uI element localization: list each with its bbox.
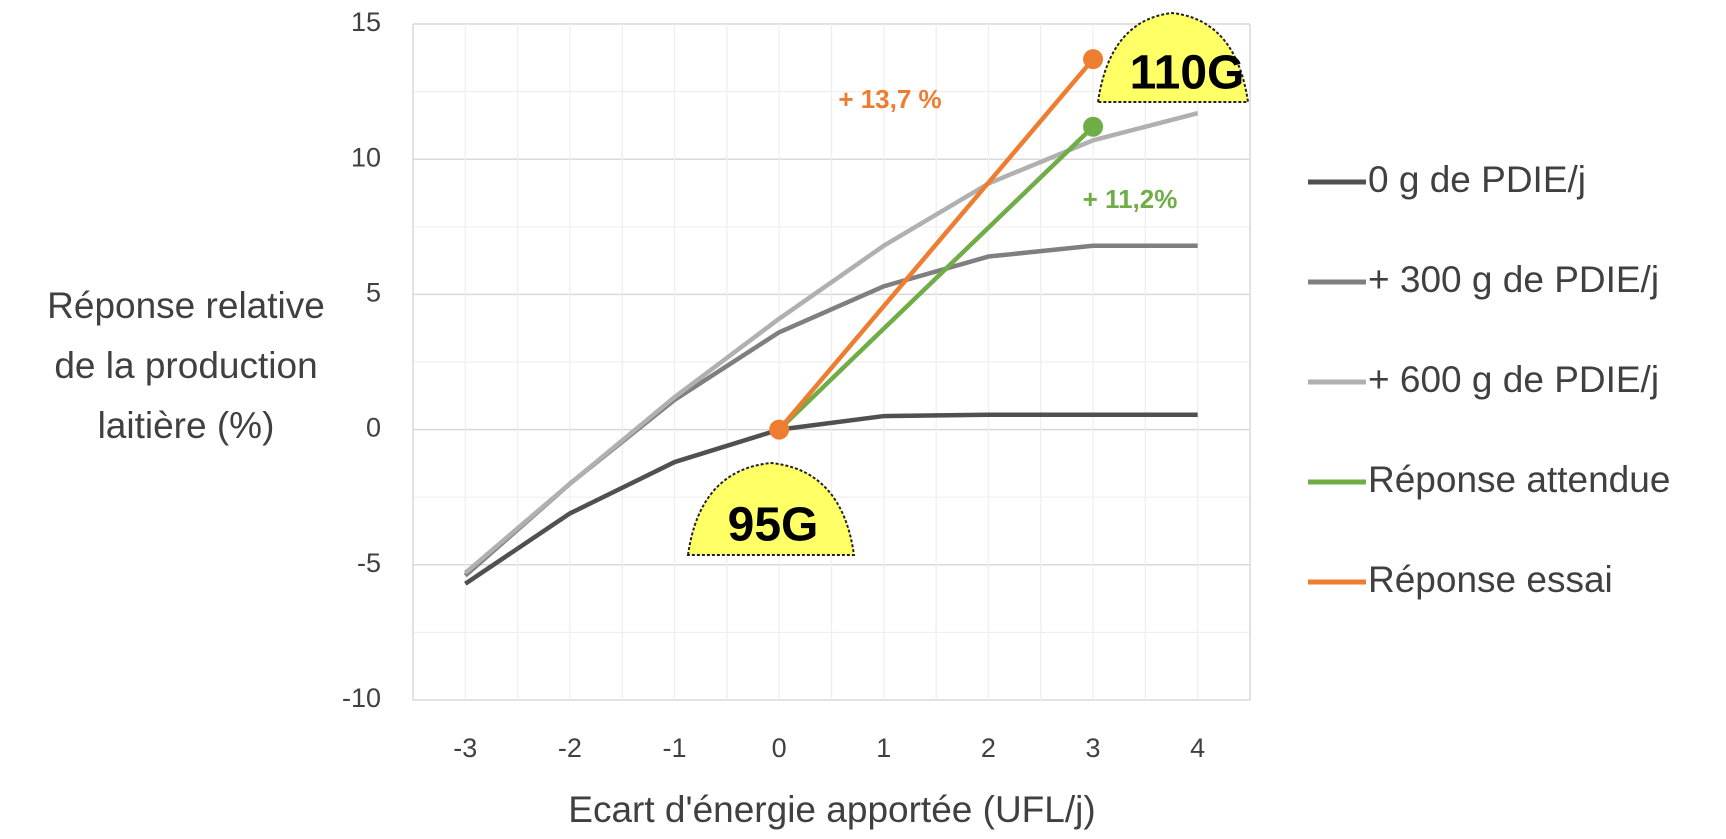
legend-label: 0 g de PDIE/j xyxy=(1368,159,1586,200)
x-tick-label: -3 xyxy=(453,733,477,763)
x-tick-label: 2 xyxy=(981,733,996,763)
y-tick-label: 5 xyxy=(366,278,381,308)
x-tick-label: 4 xyxy=(1190,733,1205,763)
x-tick-label: 3 xyxy=(1086,733,1101,763)
point xyxy=(769,420,789,440)
annotation: + 13,7 % xyxy=(838,84,941,114)
grid xyxy=(413,24,1250,700)
legend-label: Réponse attendue xyxy=(1368,459,1670,500)
x-tick-label: 0 xyxy=(772,733,787,763)
annotation: + 11,2% xyxy=(1083,184,1178,214)
y-tick-label: -5 xyxy=(357,548,381,578)
legend-label: + 600 g de PDIE/j xyxy=(1368,359,1659,400)
y-tick-label: 15 xyxy=(351,7,381,37)
y-axis-title: Réponse relative xyxy=(47,285,325,326)
chart: Ecart d'énergie apportée (UFL/j) Réponse… xyxy=(0,0,1726,839)
point xyxy=(1083,49,1103,69)
annotation: 95G xyxy=(728,499,819,552)
y-tick-label: -10 xyxy=(342,683,381,713)
point xyxy=(1083,117,1103,137)
annotation: 110G xyxy=(1130,47,1245,100)
y-tick-label: 10 xyxy=(351,142,381,172)
legend-label: Réponse essai xyxy=(1368,559,1613,600)
y-tick-label: 0 xyxy=(366,413,381,443)
y-axis-title: laitière (%) xyxy=(98,405,275,446)
x-tick-label: -1 xyxy=(663,733,687,763)
legend-label: + 300 g de PDIE/j xyxy=(1368,259,1659,300)
x-tick-label: -2 xyxy=(558,733,582,763)
x-axis-title: Ecart d'énergie apportée (UFL/j) xyxy=(568,789,1095,830)
x-tick-label: 1 xyxy=(876,733,891,763)
y-axis-title: de la production xyxy=(54,345,317,386)
